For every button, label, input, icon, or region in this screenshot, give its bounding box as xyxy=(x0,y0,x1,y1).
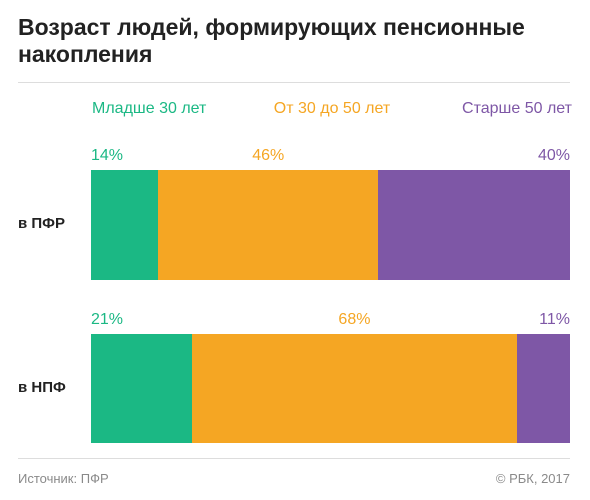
bar-segment-1-3 xyxy=(378,170,570,280)
legend-item-2: От 30 до 50 лет xyxy=(273,100,391,117)
percent-label-2-3: 11% xyxy=(539,311,570,328)
source-note: Источник: ПФР xyxy=(18,471,109,486)
percent-label-1-1: 14% xyxy=(91,147,124,164)
percent-label-1-2: 46% xyxy=(252,147,285,164)
legend-item-1: Младше 30 лет xyxy=(92,100,207,117)
bar-segment-2-1 xyxy=(91,334,192,443)
bar-segment-1-1 xyxy=(91,170,159,280)
bar-segment-2-3 xyxy=(517,334,570,443)
bar-segment-2-2 xyxy=(191,334,518,443)
chart-title: Возраст людей, формирующих пенсионные на… xyxy=(18,14,525,67)
title-divider xyxy=(18,82,570,83)
copyright-note: © РБК, 2017 xyxy=(495,471,570,486)
percent-label-2-1: 21% xyxy=(91,311,124,328)
percent-label-1-3: 40% xyxy=(537,147,570,164)
footer-divider xyxy=(18,458,570,459)
percent-label-2-2: 68% xyxy=(338,311,371,328)
legend-item-3: Старше 50 лет xyxy=(462,100,572,117)
row-label-2: в НПФ xyxy=(18,378,66,396)
bar-segment-1-2 xyxy=(158,170,379,280)
row-label-1: в ПФР xyxy=(18,215,65,232)
